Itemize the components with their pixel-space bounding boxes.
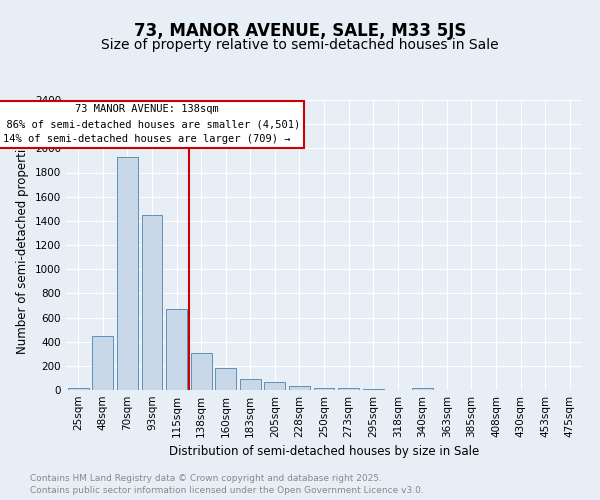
Text: 73 MANOR AVENUE: 138sqm
← 86% of semi-detached houses are smaller (4,501)
14% of: 73 MANOR AVENUE: 138sqm ← 86% of semi-de… [0, 104, 300, 144]
Bar [92, 336, 113, 390]
Bar [265, 382, 286, 390]
Text: Contains HM Land Registry data © Crown copyright and database right 2025.
Contai: Contains HM Land Registry data © Crown c… [30, 474, 424, 495]
Bar [117, 157, 138, 390]
Bar [412, 388, 433, 390]
Text: Size of property relative to semi-detached houses in Sale: Size of property relative to semi-detach… [101, 38, 499, 52]
Bar [314, 388, 334, 390]
Bar [215, 368, 236, 390]
X-axis label: Distribution of semi-detached houses by size in Sale: Distribution of semi-detached houses by … [169, 446, 479, 458]
Bar [289, 386, 310, 390]
Bar [338, 388, 359, 390]
Bar [68, 388, 89, 390]
Bar [191, 352, 212, 390]
Y-axis label: Number of semi-detached properties: Number of semi-detached properties [16, 136, 29, 354]
Bar [142, 215, 163, 390]
Bar [240, 378, 261, 390]
Text: 73, MANOR AVENUE, SALE, M33 5JS: 73, MANOR AVENUE, SALE, M33 5JS [134, 22, 466, 40]
Bar [166, 309, 187, 390]
